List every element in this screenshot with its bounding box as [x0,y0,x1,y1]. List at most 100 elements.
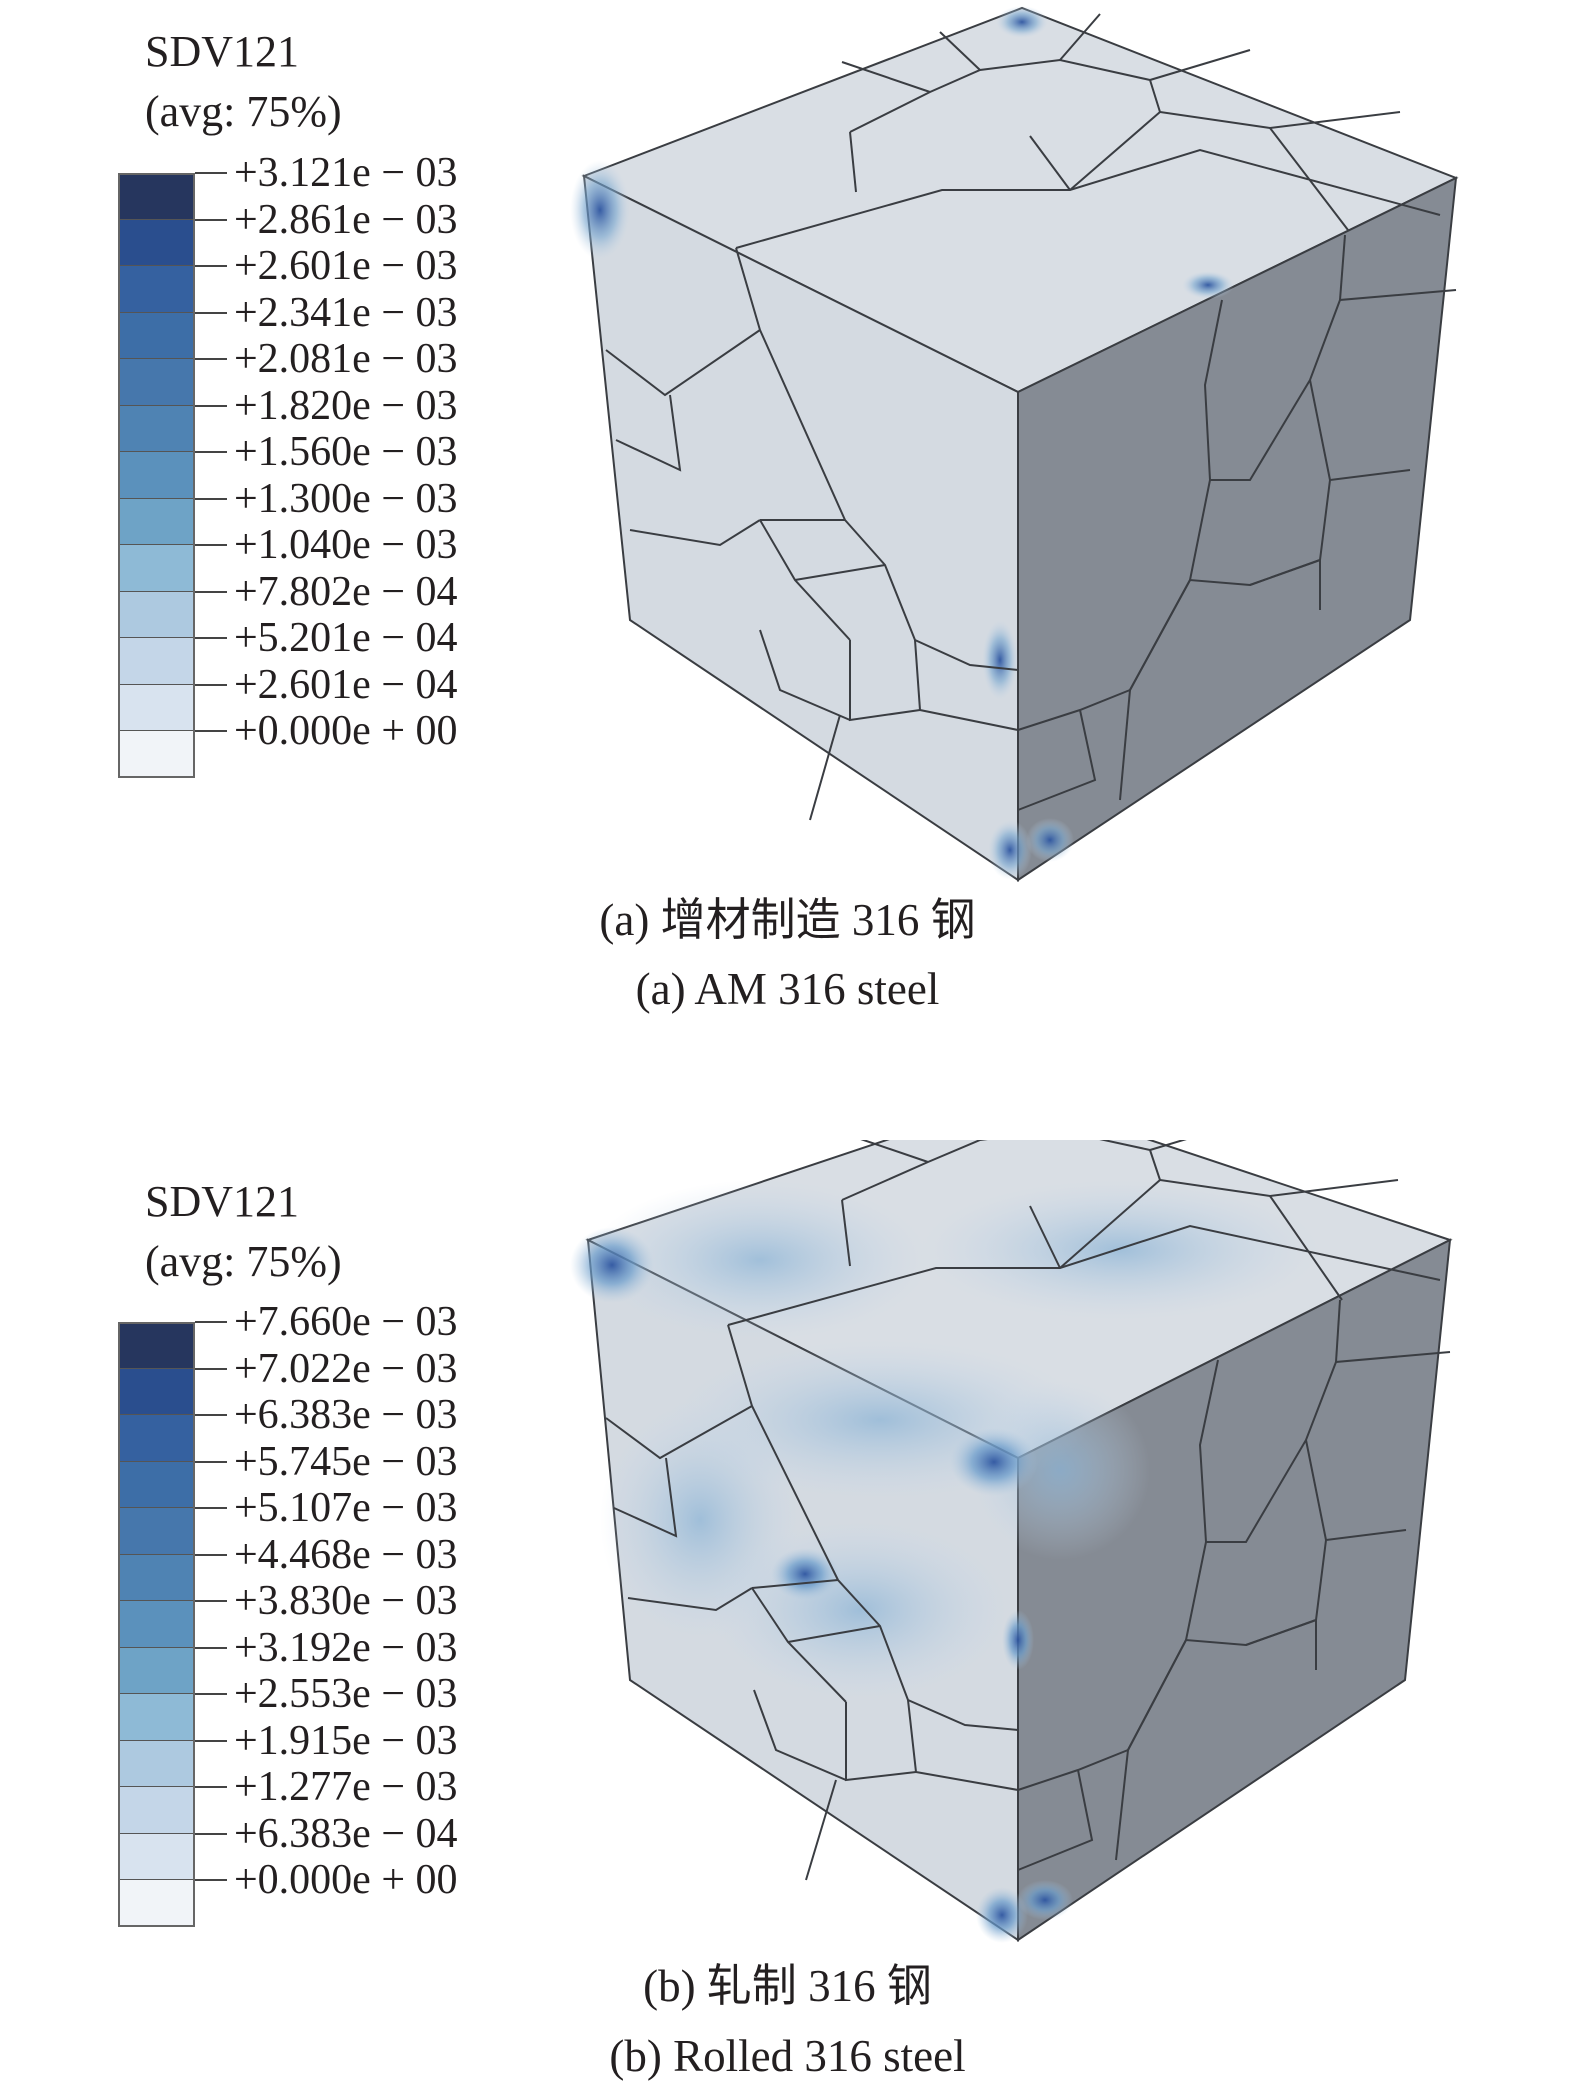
legend-tick-label: +0.000e + 00 [234,1857,458,1903]
legend-tick [195,311,227,314]
caption-cn: (a) 增材制造 316 钢 [599,895,976,945]
legend-tick [195,1367,227,1370]
legend-swatch [118,312,195,359]
legend-tick [195,265,227,267]
strain-contour [920,1180,1320,1320]
legend-tick-label: +2.553e − 03 [234,1671,458,1717]
legend-tick [195,1414,227,1416]
grain-boundaries-left [605,1324,1019,1881]
panel-rolled-316-steel: SDV121 (avg: 75%) +7.660e − 03 +7.022e − … [0,1140,1575,2094]
legend-swatch [118,1461,195,1508]
caption-en: (b) Rolled 316 steel [609,2031,966,2081]
legend-tick-label: +5.745e − 03 [234,1438,458,1485]
legend-swatch [118,219,195,266]
cube-right-face [1017,176,1458,882]
legend-swatch [118,684,195,731]
legend-swatch [118,405,195,452]
legend-tick [195,683,227,686]
legend-title: SDV121 [145,27,300,76]
legend-swatch [118,591,195,638]
grain-cube-model [570,1140,1453,1943]
legend-tick-label: +3.192e − 03 [234,1624,458,1671]
legend-frame [118,173,195,778]
legend-title: SDV121 [145,1177,300,1226]
legend-tick [195,1739,227,1742]
legend-tick-label: +2.341e − 03 [234,289,458,336]
strain-hotspot [570,1227,654,1303]
legend-tick-label: +3.830e − 03 [234,1578,458,1624]
legend-swatch [118,1508,195,1555]
strain-hotspot [996,6,1048,38]
strain-hotspot [1182,271,1234,299]
legend-tick-label: +1.915e − 03 [234,1717,458,1764]
legend-swatch [118,1554,195,1601]
legend-subtitle: (avg: 75%) [145,87,342,136]
legend-tick [195,1600,227,1602]
legend-swatch [118,545,195,592]
legend-tick-label: +1.560e − 03 [234,429,458,475]
strain-hotspot [976,1887,1028,1943]
legend-tick-label: +5.107e − 03 [234,1485,458,1531]
legend-tick [195,1786,227,1788]
legend-tick-label: +4.468e − 03 [234,1531,458,1578]
grain-boundaries-top [727,1140,1441,1326]
legend-swatch [118,173,195,220]
grain-boundaries-right [1017,234,1457,811]
legend-tick-label: +6.383e − 03 [234,1392,458,1438]
legend-tick-label: +1.820e − 03 [234,382,458,429]
strain-hotspot [1017,1880,1073,1920]
legend-tick [195,1460,227,1463]
strain-hotspot [950,1428,1038,1496]
legend-tick [195,1693,227,1695]
legend-tick [195,1832,227,1835]
legend-tick [195,730,227,732]
legend-tick [195,1879,227,1881]
legend-swatch [118,1601,195,1648]
legend-subtitle: (avg: 75%) [145,1237,342,1286]
grain-boundaries-right [1017,1299,1451,1871]
legend-tick [195,590,227,593]
legend-tick [195,218,227,221]
legend-tick-label: +0.000e + 00 [234,708,458,754]
legend-swatch [118,452,195,499]
legend-tick [195,1507,227,1509]
legend-swatch [118,1647,195,1694]
legend-swatch [118,359,195,406]
legend-swatch [118,1787,195,1834]
legend-tick-label: +1.277e − 03 [234,1764,458,1810]
legend-swatch [118,1740,195,1787]
legend-swatch [118,1694,195,1741]
legend-tick [195,637,227,639]
strain-contour [970,1380,1150,1560]
legend-tick [195,451,227,453]
legend-tick-label: +2.601e − 03 [234,243,458,289]
grain-boundaries-left [605,247,1019,821]
caption-en: (a) AM 316 steel [635,964,940,1014]
caption-cn: (b) 轧制 316 钢 [643,1961,932,2011]
strain-hotspot [982,620,1018,700]
legend-swatch [118,1368,195,1415]
legend-tick [195,358,227,360]
legend-tick-label: +7.802e − 04 [234,568,458,615]
legend-tick-label: +7.660e − 03 [234,1299,458,1345]
grain-boundaries-top [735,13,1441,249]
legend-tick-label: +1.040e − 03 [234,522,458,568]
legend-tick-label: +1.300e − 03 [234,475,458,522]
legend-tick [195,497,227,500]
legend-swatch [118,1833,195,1880]
grain-cube-model [570,6,1459,882]
legend-tick [195,1321,227,1323]
strain-hotspot [988,820,1032,880]
legend-swatch [118,498,195,545]
strain-hotspot [570,160,630,260]
legend-tick-label: +2.601e − 04 [234,661,458,708]
strain-hotspot [1026,818,1074,862]
strain-hotspot [1002,1610,1034,1670]
legend-tick [195,1646,227,1649]
legend-swatch [118,1322,195,1369]
legend-tick-label: +3.121e − 03 [234,150,458,196]
legend-tick [195,544,227,546]
legend-tick-label: +5.201e − 04 [234,615,458,661]
legend-swatch [118,1415,195,1462]
legend-tick [195,172,227,174]
